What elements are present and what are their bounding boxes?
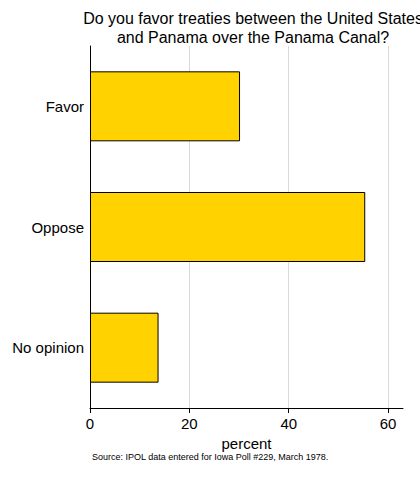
svg-text:60: 60 xyxy=(380,415,397,432)
svg-text:No opinion: No opinion xyxy=(12,339,84,356)
svg-text:and Panama over the Panama Can: and Panama over the Panama Canal? xyxy=(117,29,389,46)
svg-text:Favor: Favor xyxy=(46,98,84,115)
svg-text:Source: IPOL data entered for: Source: IPOL data entered for Iowa Poll … xyxy=(92,452,328,462)
svg-text:20: 20 xyxy=(181,415,198,432)
svg-text:percent: percent xyxy=(221,435,272,452)
svg-text:40: 40 xyxy=(280,415,297,432)
svg-text:0: 0 xyxy=(86,415,94,432)
svg-text:Do you favor treaties between: Do you favor treaties between the United… xyxy=(83,10,420,27)
svg-text:Oppose: Oppose xyxy=(31,219,84,236)
